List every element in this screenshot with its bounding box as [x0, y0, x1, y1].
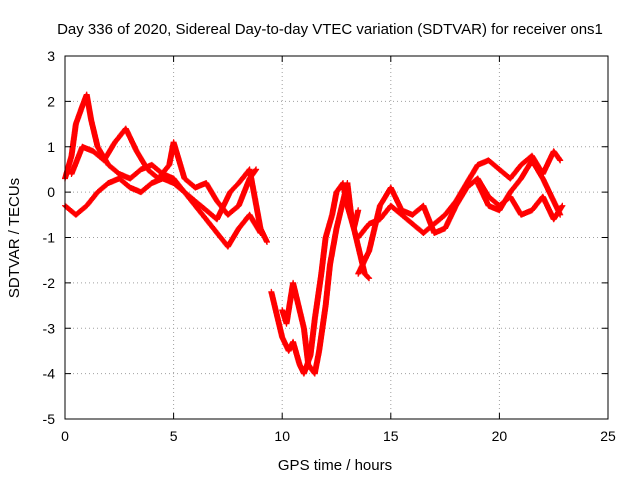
y-tick-label: -3	[43, 320, 56, 336]
y-axis-ticks: -5 -4 -3 -2 -1 0 1 2 3	[43, 48, 608, 427]
x-tick-label: 20	[492, 428, 508, 444]
x-tick-label: 10	[274, 428, 290, 444]
series-track-e	[279, 180, 373, 377]
y-tick-label: 2	[47, 93, 55, 109]
chart-title: Day 336 of 2020, Sidereal Day-to-day VTE…	[57, 21, 603, 38]
x-tick-label: 0	[61, 428, 69, 444]
series-markers	[268, 180, 362, 377]
series-track-g	[355, 175, 566, 277]
data-series	[62, 91, 566, 377]
y-tick-label: -5	[43, 411, 56, 427]
series-markers	[68, 125, 260, 218]
grid-lines	[65, 56, 608, 419]
x-tick-label: 5	[170, 428, 178, 444]
x-tick-label: 25	[600, 428, 616, 444]
series-track-c	[68, 125, 260, 218]
y-tick-label: 0	[47, 184, 55, 200]
y-tick-label: -2	[43, 275, 56, 291]
y-tick-label: 1	[47, 139, 55, 155]
x-axis-label: GPS time / hours	[278, 457, 392, 474]
y-tick-label: -4	[43, 366, 56, 382]
series-track-h	[474, 157, 564, 218]
series-markers	[279, 180, 373, 377]
y-tick-label: 3	[47, 48, 55, 64]
y-axis-label: SDTVAR / TECUs	[6, 178, 23, 298]
x-tick-label: 15	[383, 428, 399, 444]
x-axis-ticks: 0 5 10 15 20 25	[61, 56, 616, 444]
series-markers	[355, 175, 566, 277]
series-markers	[474, 157, 564, 218]
y-tick-label: -1	[43, 230, 56, 246]
series-track-d	[268, 180, 362, 377]
